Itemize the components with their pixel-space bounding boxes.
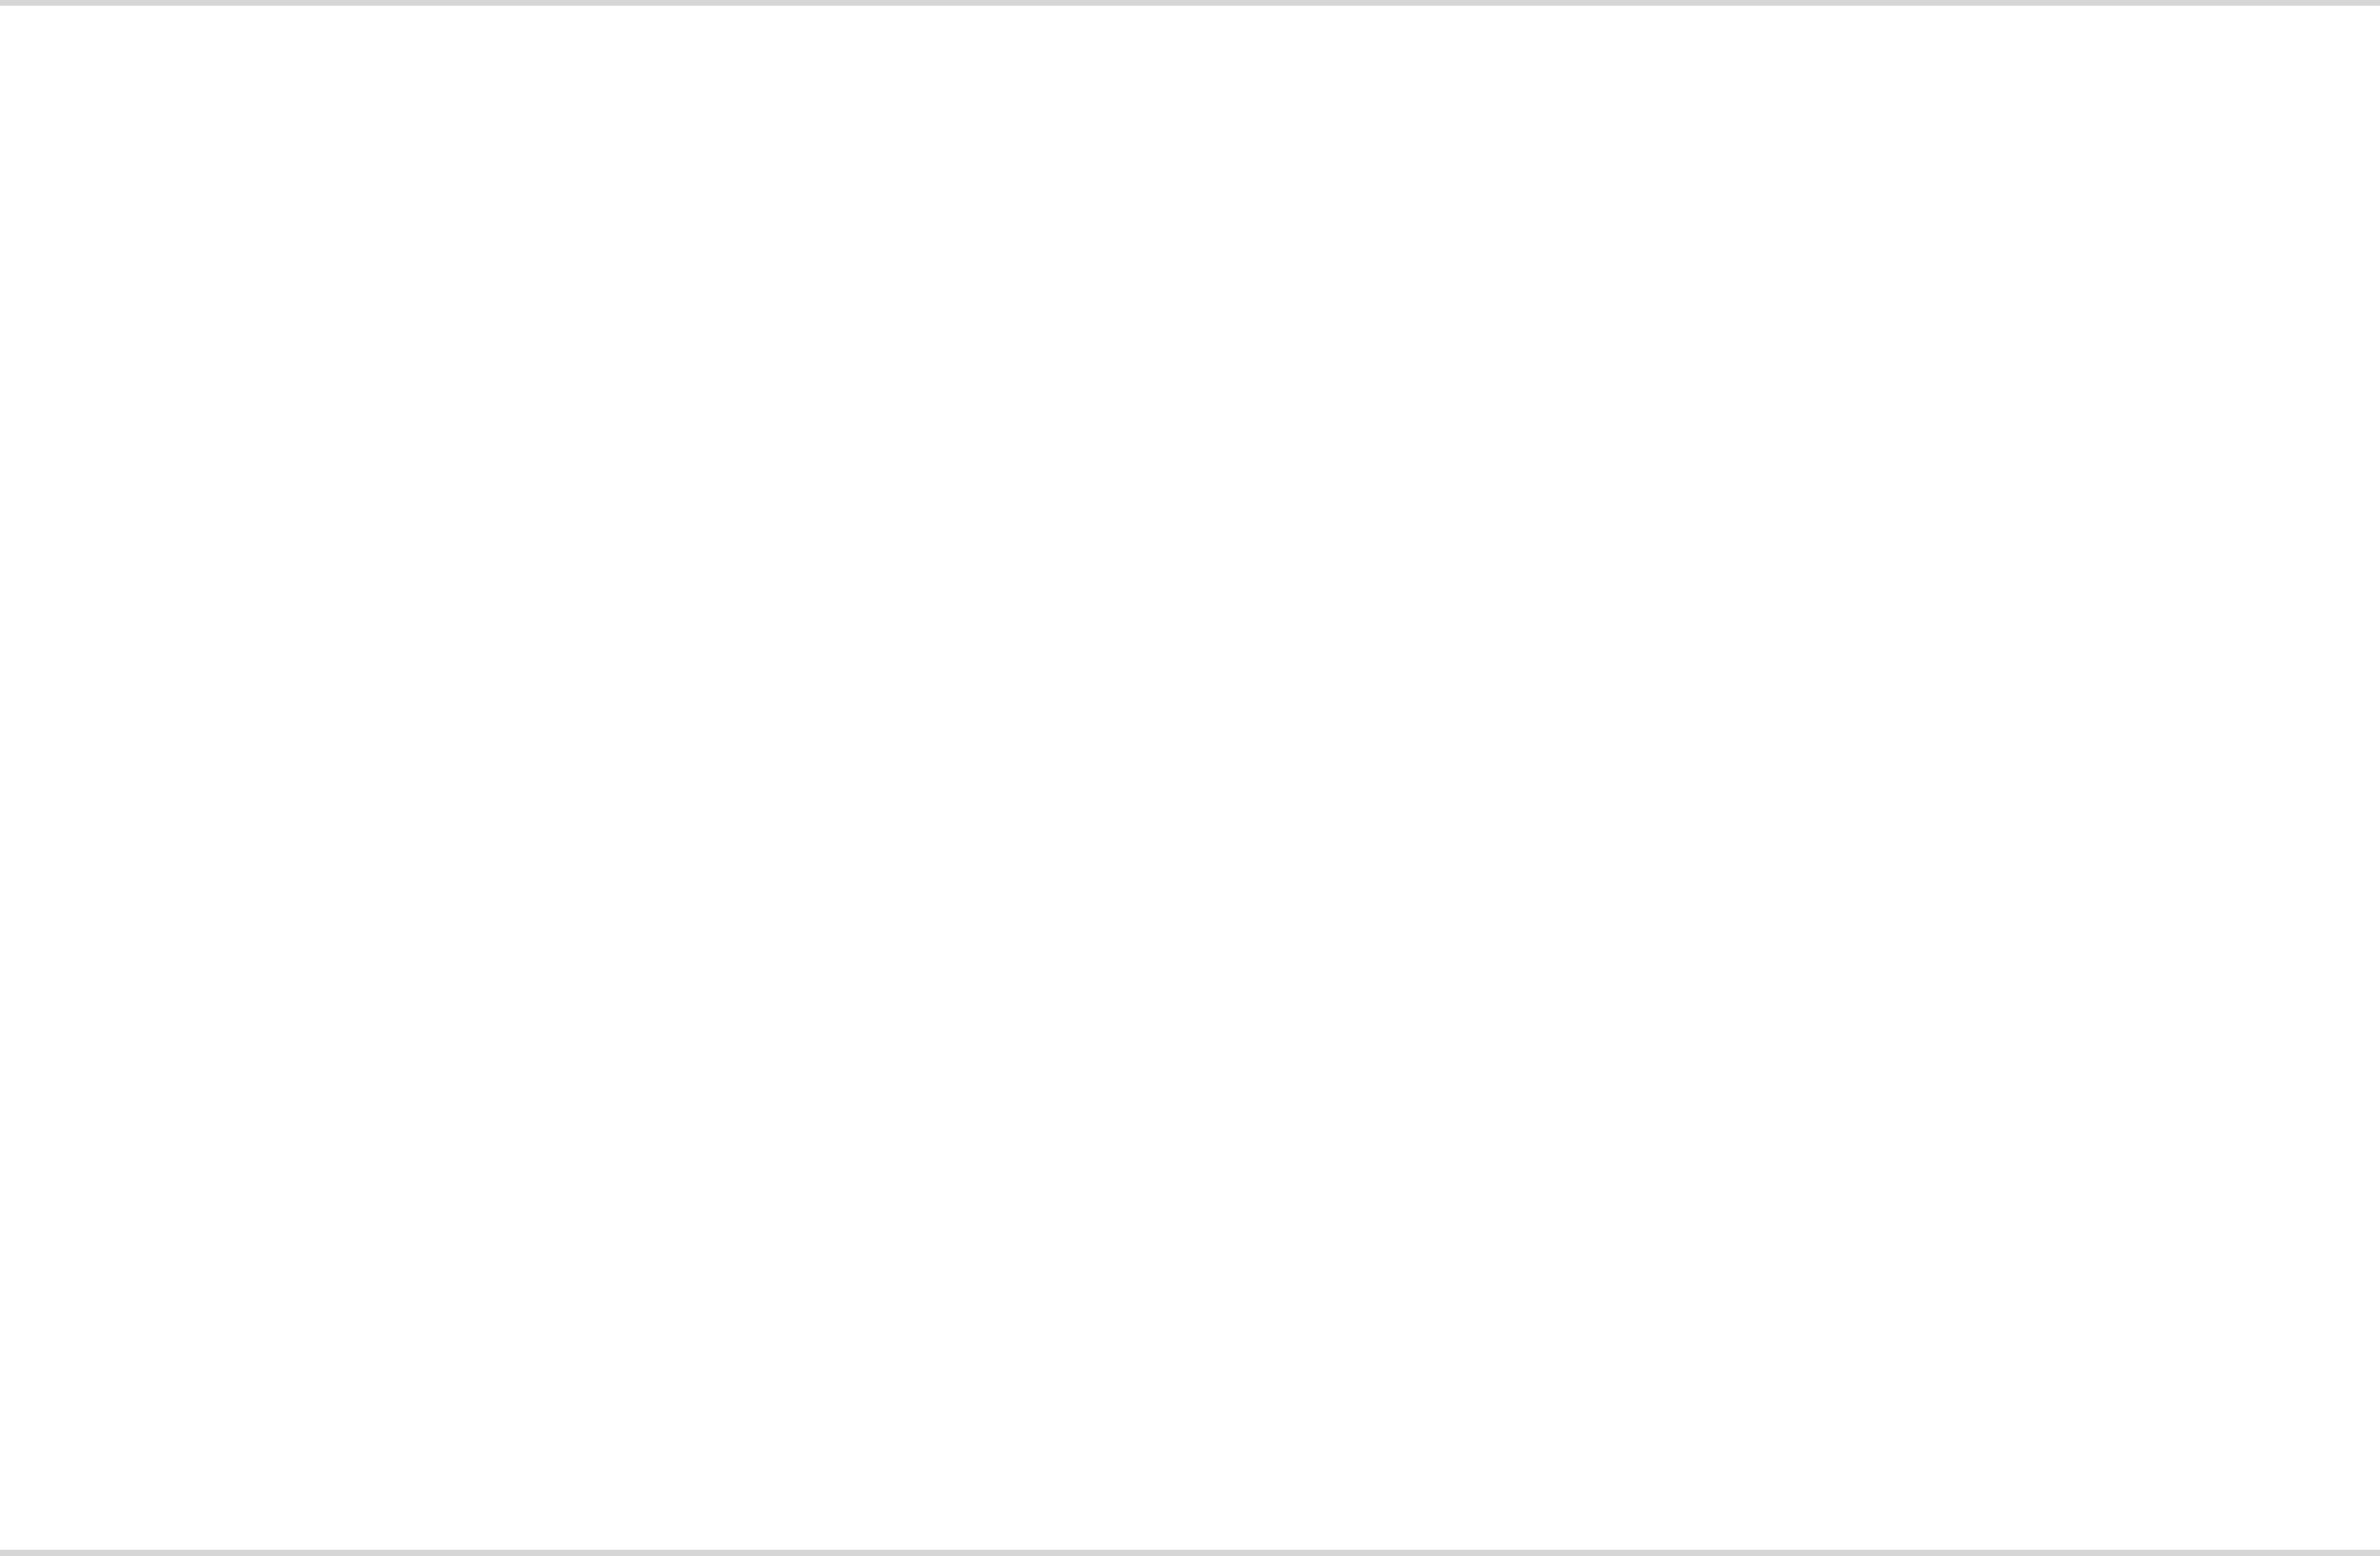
- window-top-edge: [0, 0, 2380, 6]
- window-bottom-edge: [0, 1550, 2380, 1556]
